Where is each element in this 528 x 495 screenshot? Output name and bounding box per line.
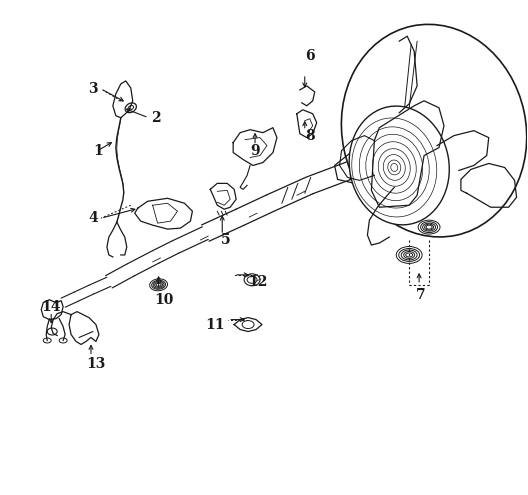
Text: 3: 3 [88, 82, 98, 96]
Text: 6: 6 [305, 49, 315, 63]
Text: 14: 14 [42, 299, 61, 314]
Text: 10: 10 [154, 293, 173, 307]
Text: 5: 5 [220, 233, 230, 247]
Ellipse shape [349, 106, 449, 225]
Text: 1: 1 [93, 144, 103, 157]
Text: 4: 4 [88, 211, 98, 225]
Text: 13: 13 [86, 357, 106, 371]
Text: 2: 2 [151, 111, 161, 125]
Text: 8: 8 [305, 129, 315, 143]
Text: 11: 11 [205, 318, 225, 332]
Text: 7: 7 [416, 288, 426, 302]
Text: 9: 9 [250, 144, 260, 157]
Text: 12: 12 [248, 275, 268, 289]
